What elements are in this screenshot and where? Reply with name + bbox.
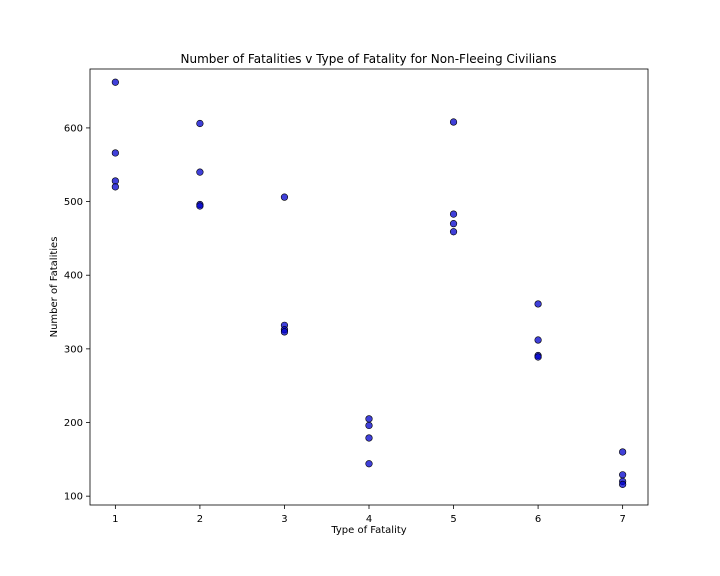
x-tick-label: 7 xyxy=(619,514,625,525)
x-tick-label: 1 xyxy=(112,514,118,525)
x-axis-label: Type of Fatality xyxy=(330,525,406,536)
y-axis: 100 200 300 400 500 600 xyxy=(64,123,90,503)
y-tick-label: 100 xyxy=(64,492,83,503)
y-axis-label: Number of Fatalities xyxy=(49,237,60,338)
data-point xyxy=(619,471,627,479)
y-tick-label: 500 xyxy=(64,197,83,208)
data-point xyxy=(365,421,373,430)
data-point xyxy=(449,118,458,126)
data-point xyxy=(365,434,373,442)
plot-frame xyxy=(89,68,649,506)
data-point xyxy=(619,448,627,456)
y-tick-label: 600 xyxy=(64,123,83,134)
data-point xyxy=(111,78,119,86)
chart-title: Number of Fatalities v Type of Fatality … xyxy=(181,52,557,66)
data-point xyxy=(280,328,289,336)
data-point xyxy=(534,353,542,361)
y-tick-label: 300 xyxy=(64,344,83,355)
data-point xyxy=(534,336,542,344)
x-tick-label: 5 xyxy=(450,514,456,525)
y-tick-label: 200 xyxy=(64,418,83,429)
data-point xyxy=(196,202,204,210)
x-tick-label: 3 xyxy=(281,514,287,525)
y-tick-label: 400 xyxy=(64,271,83,282)
data-point xyxy=(449,228,458,236)
plot-area xyxy=(111,78,627,488)
x-tick-label: 4 xyxy=(366,514,372,525)
data-point xyxy=(196,119,204,128)
x-tick-label: 2 xyxy=(197,514,203,525)
data-point xyxy=(365,460,373,468)
data-point xyxy=(111,183,119,191)
x-axis: 1 2 3 4 5 6 7 xyxy=(112,505,626,525)
data-point xyxy=(111,149,119,157)
data-point xyxy=(449,210,458,218)
data-point xyxy=(449,220,458,228)
x-tick-label: 6 xyxy=(535,514,541,525)
data-point xyxy=(534,300,542,308)
data-point xyxy=(280,193,289,201)
data-point xyxy=(365,415,373,423)
data-point xyxy=(196,168,204,176)
data-point xyxy=(619,480,627,488)
